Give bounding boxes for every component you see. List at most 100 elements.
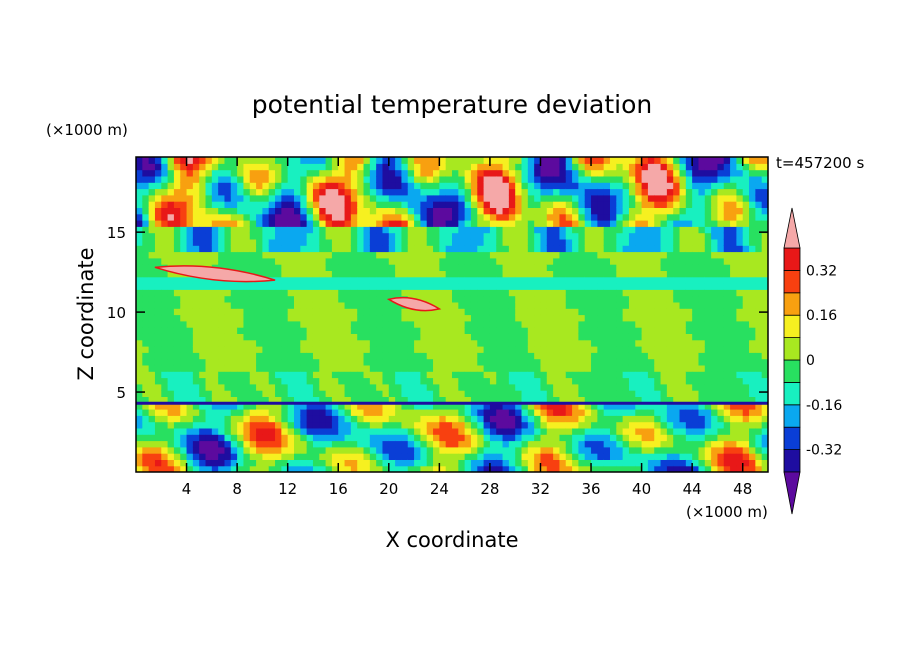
heatmap-cell (749, 339, 756, 347)
heatmap-cell (445, 371, 453, 379)
heatmap-cell (628, 276, 636, 284)
heatmap-cell (312, 157, 320, 164)
heatmap-cell (692, 201, 700, 208)
heatmap-cell (464, 238, 472, 246)
heatmap-cell (515, 364, 523, 372)
heatmap-cell (521, 333, 529, 341)
heatmap-cell (243, 364, 251, 372)
heatmap-cell (281, 459, 289, 467)
heatmap-cell (350, 402, 358, 410)
heatmap-cell (458, 377, 466, 385)
heatmap-cell (338, 390, 346, 397)
heatmap-cell (407, 371, 415, 379)
heatmap-cell (572, 358, 579, 366)
heatmap-cell (237, 257, 245, 265)
heatmap-cell (502, 182, 510, 190)
heatmap-cell (496, 270, 504, 278)
heatmap-cell (136, 390, 143, 397)
heatmap-cell (717, 320, 725, 328)
heatmap-cell (496, 194, 504, 202)
heatmap-cell (692, 157, 700, 164)
heatmap-cell (331, 446, 339, 454)
heatmap-cell (230, 390, 238, 397)
heatmap-cell (275, 327, 282, 334)
heatmap-cell (565, 163, 573, 171)
heatmap-cell (338, 257, 346, 265)
heatmap-cell (218, 396, 226, 404)
heatmap-cell (578, 163, 586, 171)
heatmap-cell (388, 314, 396, 322)
heatmap-cell (527, 245, 535, 253)
heatmap-cell (312, 453, 320, 460)
heatmap-cell (698, 396, 706, 404)
heatmap-cell (553, 220, 561, 227)
heatmap-cell (521, 421, 529, 429)
heatmap-cell (433, 364, 440, 372)
heatmap-cell (508, 213, 516, 221)
heatmap-cell (224, 327, 232, 334)
heatmap-cell (224, 409, 232, 416)
heatmap-cell (502, 314, 510, 322)
heatmap-cell (401, 201, 409, 208)
heatmap-cell (136, 264, 143, 271)
heatmap-cell (281, 446, 289, 454)
heatmap-cell (458, 207, 466, 215)
heatmap-cell (445, 377, 453, 385)
heatmap-cell (376, 264, 384, 271)
heatmap-cell (312, 434, 320, 442)
heatmap-cell (414, 188, 421, 196)
heatmap-cell (382, 257, 390, 265)
heatmap-cell (414, 213, 421, 221)
heatmap-cell (730, 194, 737, 202)
heatmap-cell (502, 251, 510, 259)
heatmap-cell (508, 157, 516, 164)
heatmap-cell (369, 421, 377, 429)
heatmap-cell (477, 459, 485, 467)
heatmap-cell (331, 257, 339, 265)
heatmap-cell (578, 320, 586, 328)
heatmap-cell (306, 440, 314, 448)
heatmap-cell (275, 453, 282, 460)
heatmap-cell (243, 201, 251, 208)
heatmap-cell (553, 188, 561, 196)
heatmap-cell (173, 327, 181, 334)
heatmap-cell (470, 163, 478, 171)
heatmap-cell (180, 327, 188, 334)
heatmap-cell (666, 257, 674, 265)
heatmap-cell (515, 390, 523, 397)
heatmap-cell (628, 383, 636, 391)
heatmap-cell (572, 446, 579, 454)
heatmap-cell (470, 213, 478, 221)
heatmap-cell (508, 440, 516, 448)
heatmap-cell (319, 346, 327, 353)
heatmap-cell (584, 301, 592, 309)
heatmap-cell (578, 427, 586, 435)
heatmap-cell (742, 333, 750, 341)
heatmap-cell (388, 232, 396, 240)
heatmap-cell (237, 238, 245, 246)
heatmap-cell (426, 314, 434, 322)
heatmap-cell (319, 314, 327, 322)
heatmap-cell (496, 175, 504, 183)
heatmap-cell (616, 339, 624, 347)
heatmap-cell (249, 232, 257, 240)
heatmap-cell (262, 421, 270, 429)
heatmap-cell (414, 226, 421, 234)
heatmap-cell (452, 308, 459, 316)
heatmap-cell (483, 201, 491, 208)
heatmap-cell (325, 283, 333, 290)
heatmap-cell (369, 301, 377, 309)
heatmap-cell (458, 390, 466, 397)
heatmap-cell (154, 415, 162, 423)
heatmap-cell (521, 440, 529, 448)
heatmap-cell (388, 194, 396, 202)
heatmap-cell (237, 314, 245, 322)
heatmap-cell (331, 409, 339, 416)
heatmap-cell (433, 453, 440, 460)
heatmap-cell (256, 383, 263, 391)
heatmap-cell (673, 346, 681, 353)
heatmap-cell (736, 213, 744, 221)
heatmap-cell (148, 270, 156, 278)
heatmap-cell (692, 238, 700, 246)
heatmap-cell (711, 339, 719, 347)
